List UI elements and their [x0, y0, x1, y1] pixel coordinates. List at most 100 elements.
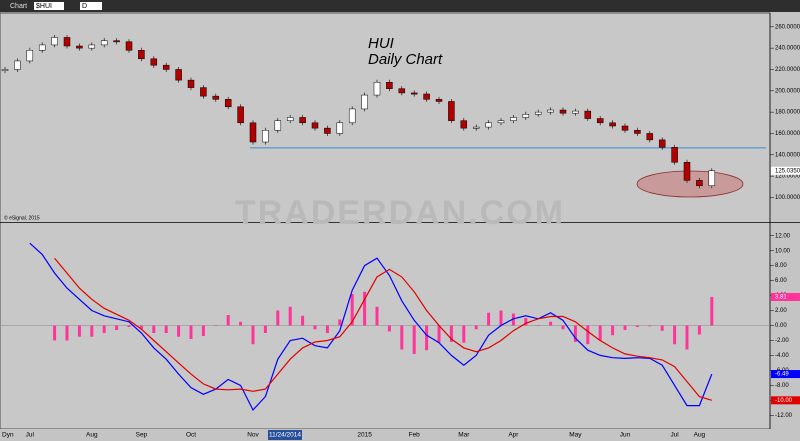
histogram-bar [611, 325, 615, 336]
y-tick-label: 12.00 [775, 233, 791, 239]
y-tick-label: 140.0000 [775, 152, 800, 158]
toolbar [0, 0, 800, 12]
histogram-bar [462, 325, 466, 343]
x-tick-label: Aug [694, 432, 706, 439]
candle [646, 133, 654, 141]
histogram-bar [251, 325, 255, 345]
plot-area [0, 12, 771, 430]
histogram-bar [710, 296, 714, 326]
candle [175, 69, 182, 81]
candle [423, 93, 430, 100]
interval[interactable]: D [82, 3, 87, 10]
histogram-bar [77, 325, 81, 337]
macd-line [29, 242, 713, 412]
histogram-bar [189, 325, 193, 339]
histogram-bar [313, 325, 317, 330]
candle [249, 122, 257, 143]
y-tick-label: 6.00 [775, 278, 787, 284]
candle [547, 109, 554, 113]
candle [311, 122, 319, 129]
candle [26, 50, 34, 62]
candle [286, 117, 294, 121]
candle [38, 44, 46, 51]
candle [435, 99, 443, 102]
x-tick-label: Mar [458, 432, 470, 439]
x-tick-label: Nov [247, 432, 259, 439]
candle [410, 92, 418, 95]
histogram-bar [115, 325, 119, 330]
cursor-date: 11/24/2014 [269, 432, 301, 439]
histogram-bar [214, 325, 218, 326]
histogram-bar [635, 325, 639, 327]
value-box [771, 370, 800, 379]
candle [522, 114, 530, 118]
candle [51, 37, 58, 46]
value-box [771, 292, 800, 301]
histogram-bar [425, 325, 429, 351]
candle [696, 180, 703, 186]
histogram-bar [139, 325, 143, 330]
y-tick-label: 2.00 [775, 308, 787, 314]
x-tick-label: Oct [186, 432, 196, 439]
histogram-bar [387, 325, 391, 332]
y-tick-label: 10.00 [775, 248, 791, 254]
symbol-box[interactable] [34, 2, 64, 10]
candle [361, 94, 368, 110]
y-tick-label: 240.0000 [775, 46, 800, 52]
histogram-bar [573, 325, 577, 342]
histogram-bar [65, 325, 69, 341]
value-label: 3.81 [775, 295, 787, 301]
histogram-bar [127, 325, 131, 327]
candle [138, 50, 145, 60]
candle [386, 82, 393, 89]
value-box [771, 396, 800, 405]
histogram-bar [561, 325, 565, 330]
y-tick-label: 180.0000 [775, 110, 800, 116]
candle [472, 126, 480, 129]
histogram-bar [449, 325, 453, 342]
candle [100, 40, 108, 46]
y-tick-label: 220.0000 [775, 67, 800, 73]
histogram-bar [499, 310, 503, 326]
y-tick-label: -4.00 [775, 353, 789, 359]
candle [336, 122, 344, 134]
histogram-bar [363, 291, 367, 326]
x-tick-label: Apr [508, 432, 519, 439]
candle [162, 64, 170, 70]
chart-subtitle: Daily Chart [368, 51, 443, 68]
histogram-bar [338, 319, 342, 326]
histogram-bar [660, 325, 664, 331]
candle [14, 60, 21, 70]
candle [237, 106, 244, 124]
histogram-bar [586, 325, 590, 345]
macd-line [54, 257, 712, 401]
candle [262, 130, 269, 143]
x-tick-label: Jul [26, 432, 35, 439]
value-label: 125.0350 [775, 168, 800, 174]
histogram-bar [152, 325, 156, 333]
candle [274, 120, 282, 131]
window-title: Chart [10, 3, 27, 10]
y-tick-label: 120.0000 [775, 174, 800, 180]
symbol[interactable]: $HUI [36, 3, 52, 10]
y-tick-label: 100.0000 [775, 195, 800, 201]
candle [63, 37, 71, 47]
histogram-bar [350, 294, 354, 326]
histogram-bar [412, 325, 416, 354]
x-tick-label: Aug [86, 432, 98, 439]
candle [460, 120, 468, 129]
histogram-bar [164, 325, 168, 333]
histogram-bar [301, 315, 305, 326]
interval-box[interactable] [80, 2, 102, 10]
x-tick-label: 2015 [357, 432, 372, 439]
histogram-bar [276, 310, 280, 326]
y-tick-label: 8.00 [775, 263, 787, 269]
candle [448, 101, 455, 121]
histogram-bar [673, 325, 677, 345]
histogram-bar [697, 325, 701, 335]
value-box [771, 166, 800, 175]
candle [113, 40, 120, 43]
histogram-bar [536, 325, 540, 326]
candle [708, 170, 716, 186]
